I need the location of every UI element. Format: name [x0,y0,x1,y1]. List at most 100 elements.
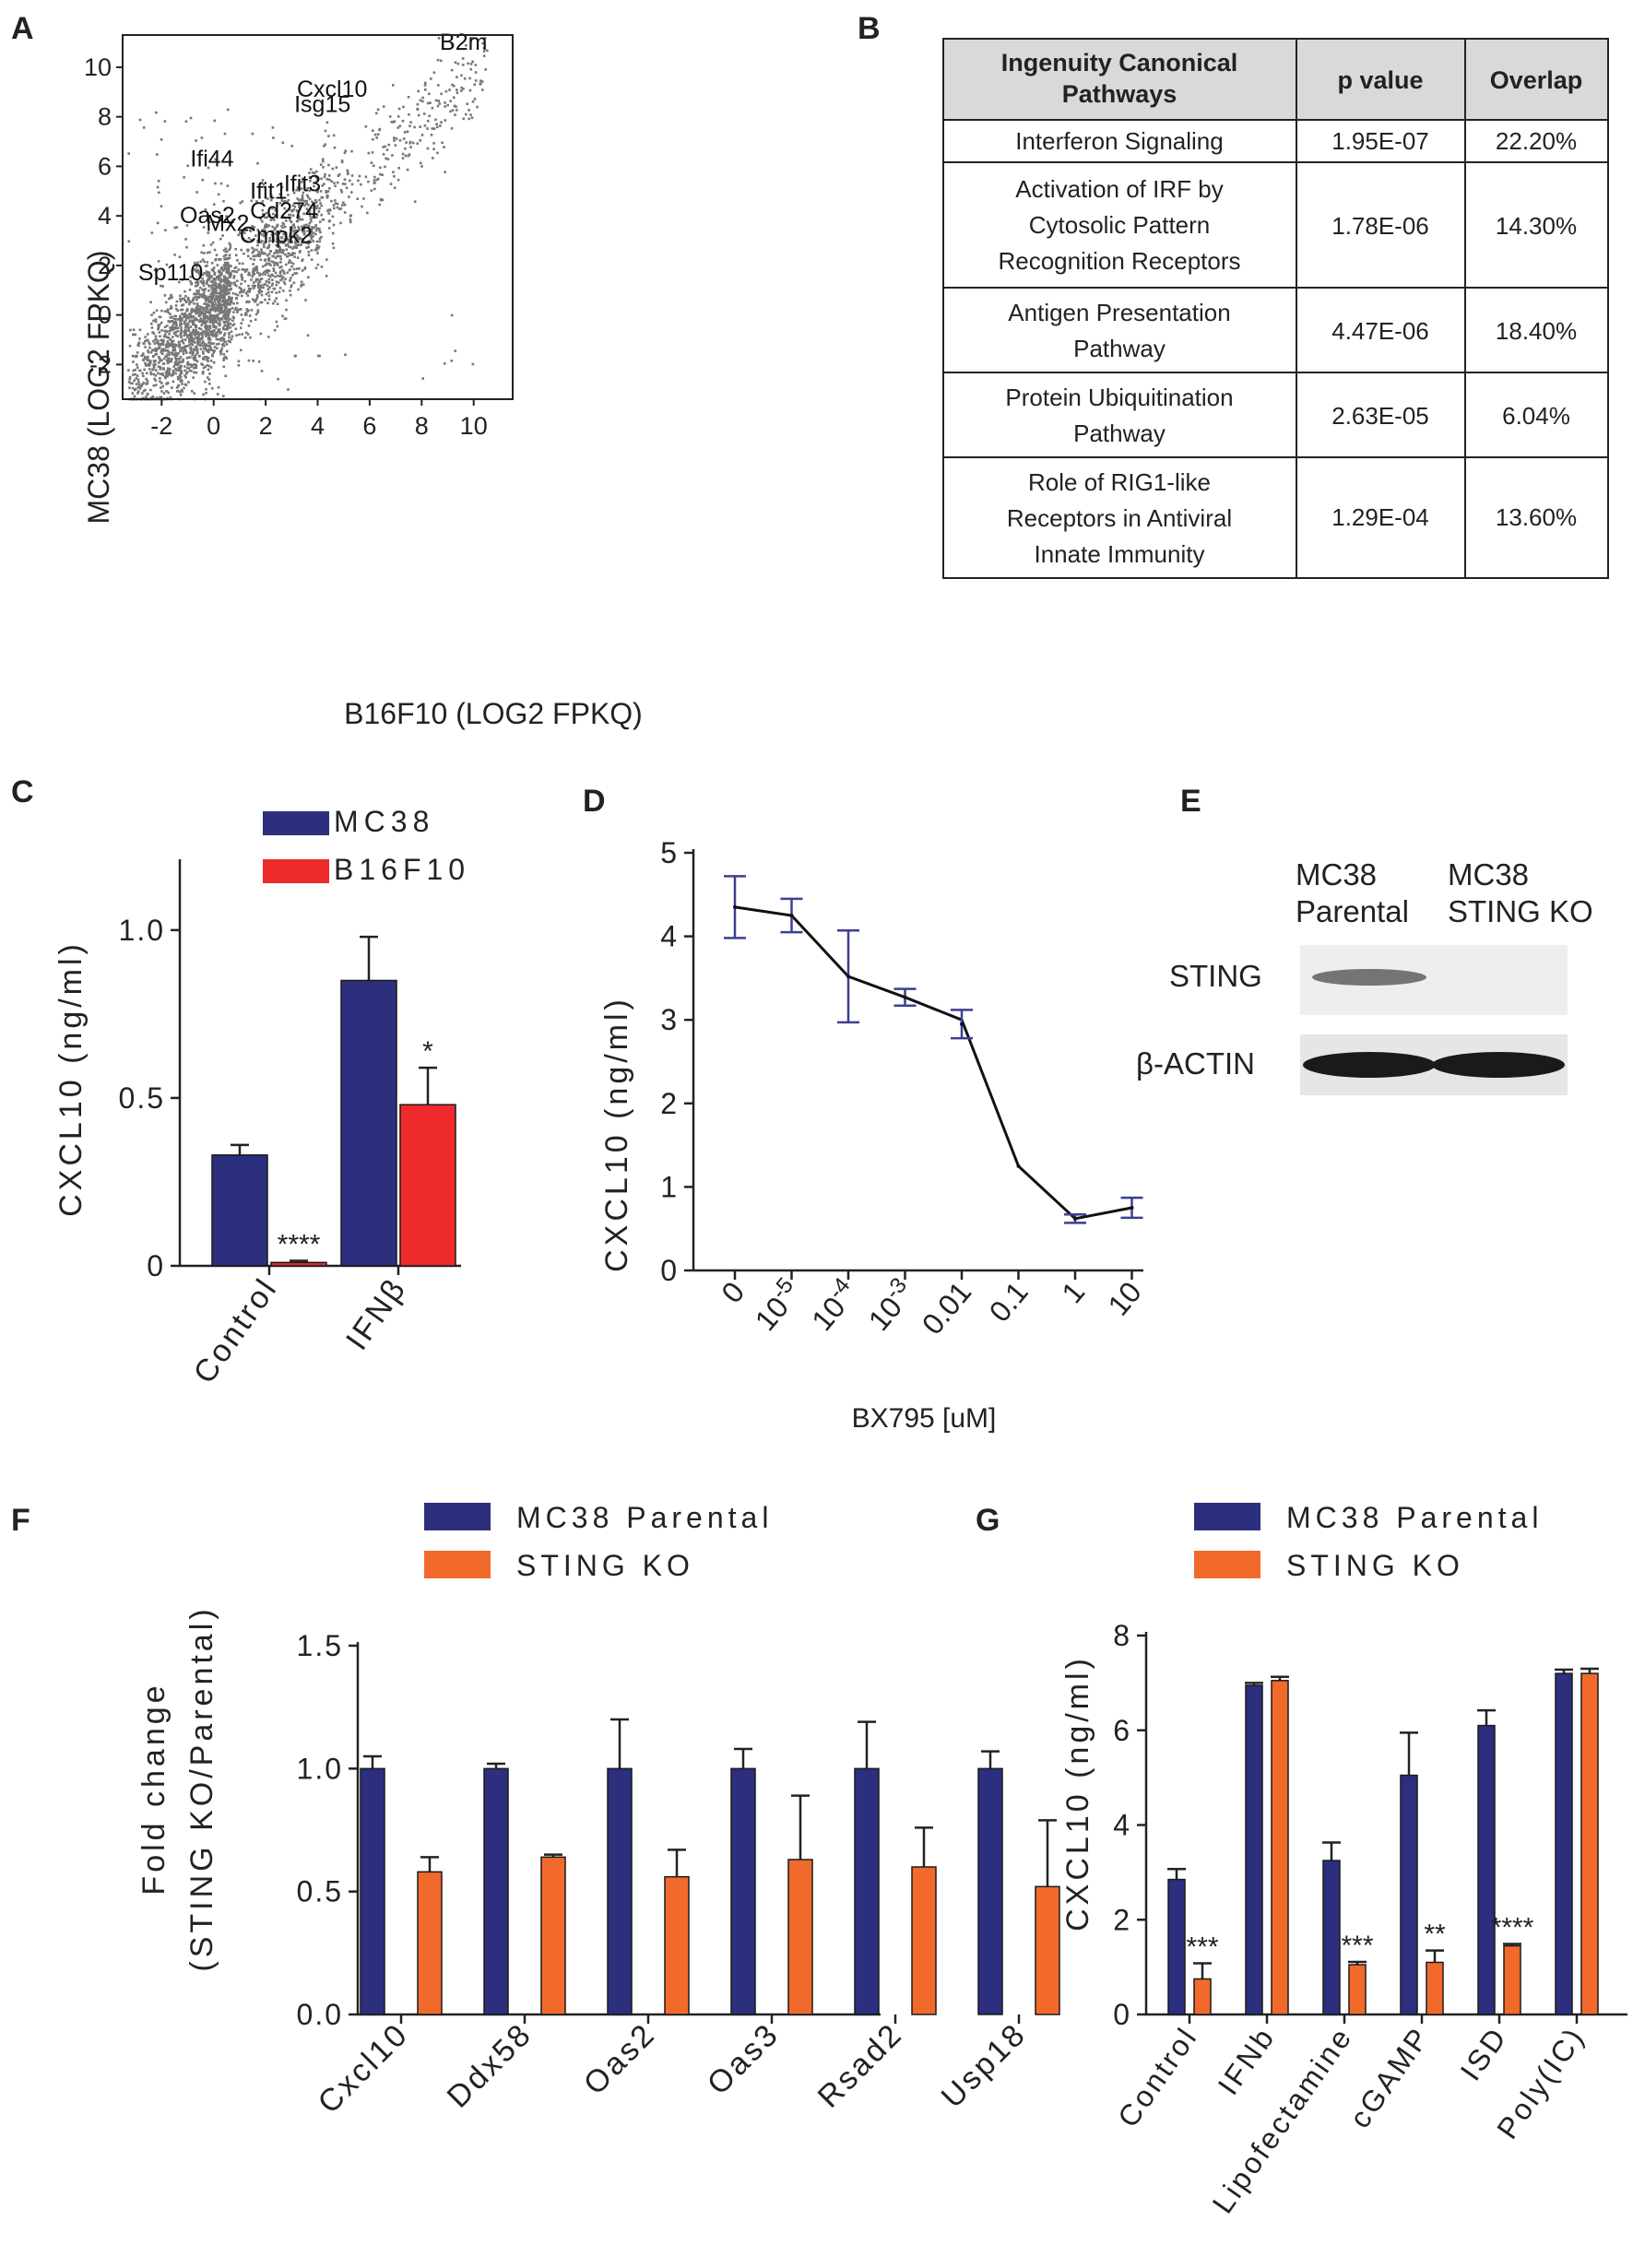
scatter-point [287,207,290,211]
scatter-point [308,211,312,214]
scatter-point [271,282,275,285]
scatter-point [252,360,254,362]
scatter-point [202,340,205,343]
scatter-point [303,204,306,207]
scatter-point [470,116,474,120]
scatter-point [254,300,256,303]
scatter-point [469,67,473,71]
scatter-point [302,241,304,244]
scatter-point [266,288,270,290]
scatter-point [224,355,227,359]
scatter-point [396,115,400,118]
scatter-point [302,226,305,229]
scatter-point [382,105,385,108]
scatter-point [226,250,229,253]
scatter-point [157,343,160,347]
scatter-point [285,237,288,240]
scatter-point [138,337,141,340]
scatter-point [149,360,152,362]
scatter-point [261,200,265,203]
scatter-point [204,365,207,368]
scatter-point [200,311,204,314]
scatter-point [212,266,216,269]
scatter-point [178,316,182,319]
scatter-point [305,223,308,227]
scatter-point [384,145,386,148]
scatter-point [218,274,221,278]
scatter-point [243,252,245,255]
scatter-point [160,138,163,141]
scatter-point [206,314,209,318]
scatter-point [157,324,160,327]
scatter-point [251,132,254,136]
scatter-point [223,317,226,320]
scatter-point [165,383,168,385]
scatter-point [160,359,163,362]
scatter-point [474,71,478,74]
scatter-point [204,314,207,318]
scatter-point [392,84,395,87]
scatter-point [462,117,466,121]
scatter-point [215,337,219,341]
scatter-point [204,380,207,384]
scatter-point [358,174,361,178]
scatter-point [420,134,424,136]
scatter-point [132,328,136,331]
scatter-point [187,299,191,301]
scatter-point [264,270,267,273]
scatter-point [390,121,393,124]
scatter-point [456,91,459,94]
gene-label: Cxcl10 [297,77,367,102]
scatter-point [219,291,222,294]
scatter-point [308,240,311,242]
scatter-point [249,336,252,339]
scatter-point [473,98,477,100]
scatter-point [224,254,228,256]
scatter-point [223,290,226,293]
scatter-point [486,49,489,53]
scatter-point [236,293,240,297]
data-point [846,975,850,979]
scatter-point [290,210,294,213]
scatter-point [379,166,382,170]
scatter-point [259,286,263,289]
scatter-point [143,342,146,345]
scatter-point [280,196,283,200]
scatter-point [212,342,215,345]
scatter-point [188,320,191,324]
scatter-point [216,322,219,325]
scatter-point [189,313,192,315]
table-row-pathway: Interferon Signaling [1015,127,1223,155]
scatter-point [287,194,290,196]
scatter-point [301,225,303,229]
blot-bands [1303,969,1565,1078]
scatter-point [152,312,156,314]
scatter-point [276,262,279,265]
scatter-point [290,228,292,231]
scatter-point [190,336,194,339]
scatter-point [269,198,273,202]
scatter-point [180,347,183,350]
scatter-point [449,110,452,113]
scatter-point [308,214,312,218]
scatter-point [195,325,197,327]
scatter-point [203,260,206,264]
scatter-point [273,328,277,332]
scatter-point [450,360,453,362]
scatter-point [278,202,282,205]
scatter-point [277,251,279,254]
table-header-pvalue: p value [1337,66,1423,94]
scatter-point [289,245,292,249]
scatter-point [315,175,319,179]
scatter-point [212,293,215,297]
scatter-point [307,242,311,245]
scatter-point [207,345,210,348]
scatter-point [205,331,207,334]
scatter-point [204,208,207,211]
scatter-point [235,306,238,310]
scatter-point [452,84,456,88]
scatter-point [318,354,321,358]
scatter-point [195,306,198,310]
scatter-point [376,177,380,181]
scatter-point [155,396,159,399]
